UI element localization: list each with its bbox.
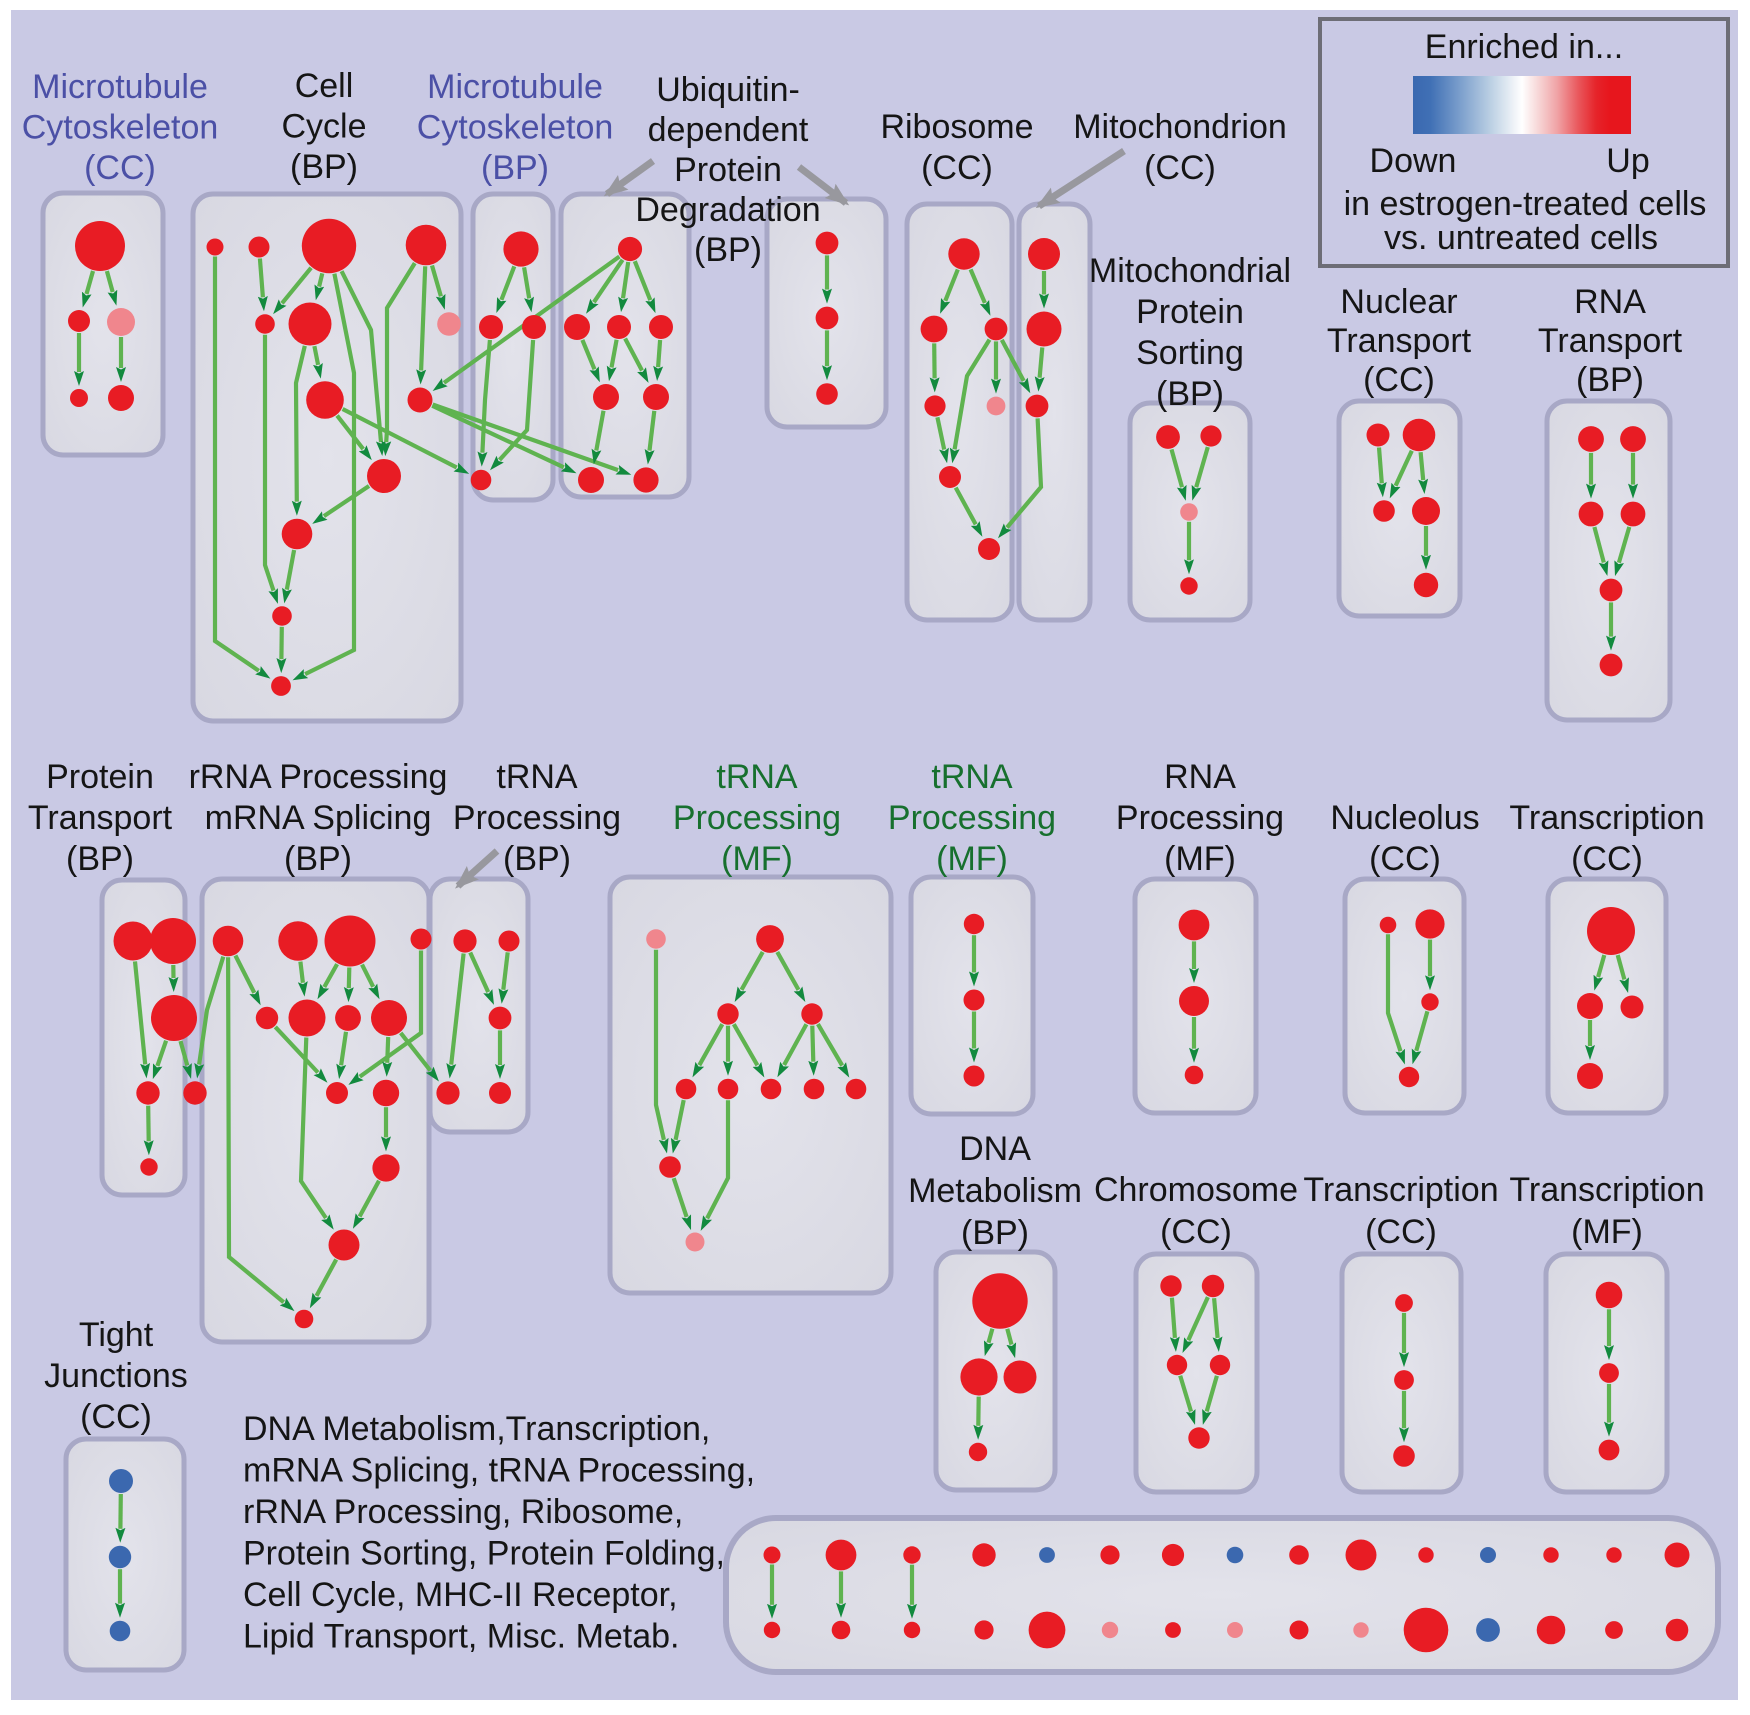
svg-text:Degradation: Degradation <box>635 191 820 229</box>
svg-text:(MF): (MF) <box>721 840 793 878</box>
svg-text:Cytoskeleton: Cytoskeleton <box>417 109 614 147</box>
svg-text:(BP): (BP) <box>961 1214 1029 1252</box>
svg-text:Up: Up <box>1606 142 1649 180</box>
svg-text:Ubiquitin-: Ubiquitin- <box>656 71 800 109</box>
svg-text:Lipid Transport, Misc. Metab.: Lipid Transport, Misc. Metab. <box>243 1618 680 1656</box>
svg-text:Processing: Processing <box>888 799 1056 837</box>
svg-text:Ribosome: Ribosome <box>880 108 1033 146</box>
svg-text:RNA: RNA <box>1574 283 1646 321</box>
svg-text:(CC): (CC) <box>1363 361 1435 399</box>
svg-text:Transcription: Transcription <box>1303 1171 1498 1209</box>
svg-text:DNA: DNA <box>959 1130 1031 1168</box>
svg-text:(BP): (BP) <box>290 148 358 186</box>
svg-text:(CC): (CC) <box>1571 840 1643 878</box>
svg-text:Processing: Processing <box>453 799 621 837</box>
svg-text:(MF): (MF) <box>1164 840 1236 878</box>
svg-text:mRNA Splicing, tRNA Processing: mRNA Splicing, tRNA Processing, <box>243 1452 755 1490</box>
svg-text:Mitochondrial: Mitochondrial <box>1089 252 1291 290</box>
svg-text:Nuclear: Nuclear <box>1340 283 1457 321</box>
svg-text:mRNA Splicing: mRNA Splicing <box>205 799 432 837</box>
svg-text:Metabolism: Metabolism <box>908 1172 1082 1210</box>
svg-text:Transport: Transport <box>1327 322 1472 360</box>
svg-text:(CC): (CC) <box>80 1398 152 1436</box>
svg-text:in estrogen-treated cells: in estrogen-treated cells <box>1344 185 1707 223</box>
svg-text:(BP): (BP) <box>1156 375 1224 413</box>
svg-text:Chromosome: Chromosome <box>1094 1171 1298 1209</box>
svg-text:Junctions: Junctions <box>44 1357 188 1395</box>
svg-text:Transcription: Transcription <box>1509 1171 1704 1209</box>
svg-text:Processing: Processing <box>673 799 841 837</box>
svg-text:Enriched in...: Enriched in... <box>1425 28 1623 66</box>
svg-text:Cytoskeleton: Cytoskeleton <box>22 109 219 147</box>
svg-text:Transport: Transport <box>28 799 173 837</box>
svg-text:Cycle: Cycle <box>281 108 366 146</box>
svg-text:dependent: dependent <box>648 111 809 149</box>
svg-text:(CC): (CC) <box>1369 840 1441 878</box>
svg-text:Protein Sorting, Protein Foldi: Protein Sorting, Protein Folding, <box>243 1535 725 1573</box>
svg-text:(CC): (CC) <box>1365 1213 1437 1251</box>
svg-text:(MF): (MF) <box>1571 1213 1643 1251</box>
svg-text:(BP): (BP) <box>481 149 549 187</box>
svg-text:Sorting: Sorting <box>1136 334 1244 372</box>
svg-text:(CC): (CC) <box>1144 149 1216 187</box>
svg-text:Protein: Protein <box>1136 293 1244 331</box>
svg-text:Protein: Protein <box>674 151 782 189</box>
svg-text:(MF): (MF) <box>936 840 1008 878</box>
svg-text:tRNA: tRNA <box>931 758 1013 796</box>
svg-text:(CC): (CC) <box>84 149 156 187</box>
svg-text:tRNA: tRNA <box>716 758 798 796</box>
svg-text:tRNA: tRNA <box>496 758 578 796</box>
svg-text:Down: Down <box>1370 142 1457 180</box>
svg-text:(BP): (BP) <box>503 840 571 878</box>
svg-text:(BP): (BP) <box>284 840 352 878</box>
svg-text:Nucleolus: Nucleolus <box>1330 799 1479 837</box>
svg-text:vs. untreated cells: vs. untreated cells <box>1384 219 1658 257</box>
svg-text:(BP): (BP) <box>694 231 762 269</box>
svg-text:Microtubule: Microtubule <box>32 68 208 106</box>
svg-text:rRNA Processing, Ribosome,: rRNA Processing, Ribosome, <box>243 1493 683 1531</box>
svg-text:Cell: Cell <box>295 67 354 105</box>
svg-text:Mitochondrion: Mitochondrion <box>1073 108 1287 146</box>
svg-text:(CC): (CC) <box>921 149 993 187</box>
svg-text:Transport: Transport <box>1538 322 1683 360</box>
svg-text:Protein: Protein <box>46 758 154 796</box>
svg-text:rRNA Processing: rRNA Processing <box>189 758 448 796</box>
svg-text:Processing: Processing <box>1116 799 1284 837</box>
svg-text:Tight: Tight <box>79 1316 154 1354</box>
svg-text:(BP): (BP) <box>1576 361 1644 399</box>
svg-text:Cell Cycle, MHC-II Receptor,: Cell Cycle, MHC-II Receptor, <box>243 1576 678 1614</box>
svg-text:DNA Metabolism,Transcription,: DNA Metabolism,Transcription, <box>243 1410 710 1448</box>
svg-text:Microtubule: Microtubule <box>427 68 603 106</box>
svg-text:(CC): (CC) <box>1160 1213 1232 1251</box>
svg-text:RNA: RNA <box>1164 758 1236 796</box>
svg-text:(BP): (BP) <box>66 840 134 878</box>
svg-text:Transcription: Transcription <box>1509 799 1704 837</box>
